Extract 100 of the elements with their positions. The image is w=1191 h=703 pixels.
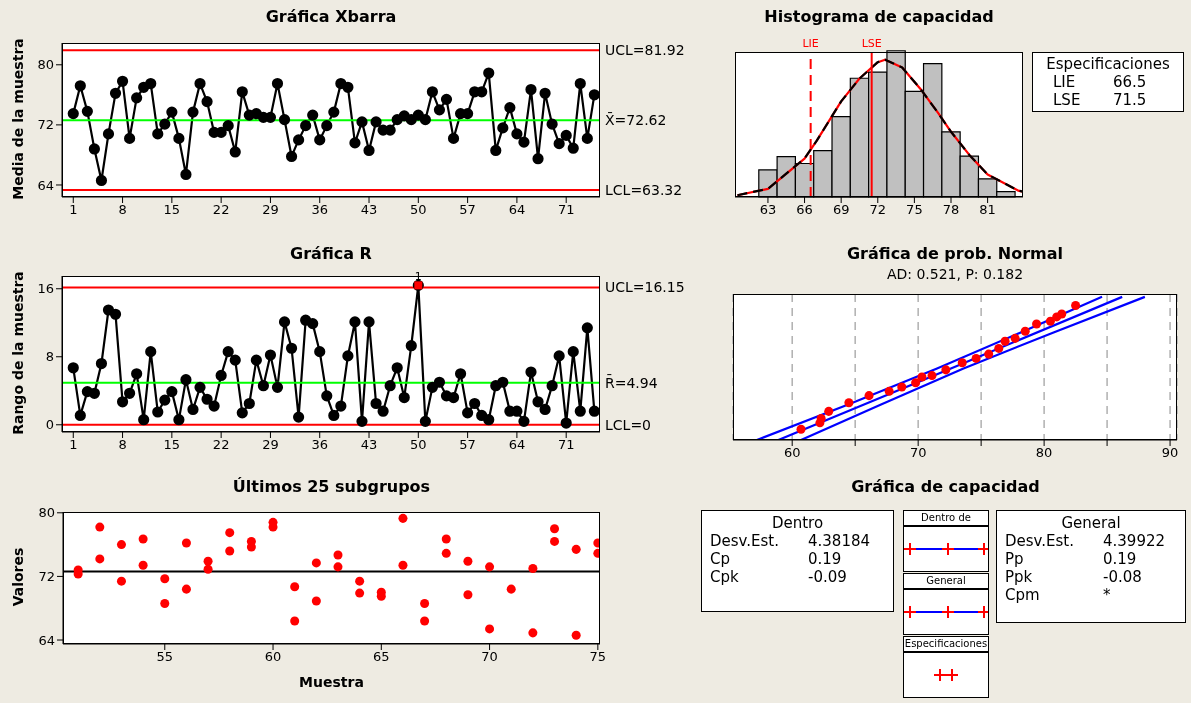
x-tick-label: 64 [508,437,526,453]
text: Especificaciones [1045,55,1171,73]
text: 4.38184 [808,532,871,550]
x-tick-label: 75 [906,202,923,218]
point [160,598,170,608]
point [95,522,105,532]
point [420,616,430,626]
point [550,536,560,546]
y-tick-label: 80 [37,57,54,73]
x-tick-label: 64 [508,202,526,218]
text: 0.19 [1103,550,1137,568]
y-axis-title: Media de la muestra [10,37,26,202]
text: * [1103,586,1111,604]
point [203,564,213,574]
point [911,378,921,388]
point [941,365,951,375]
x-tick-label: 66 [796,202,813,218]
point [884,386,894,396]
text: Desv.Est. [710,532,781,550]
y-axis-title: Valores [10,546,26,609]
chart-title: Gráfica de prob. Normal [845,244,1065,263]
ref-line-label: UCL=81.92 [605,42,685,59]
x-tick-label: 81 [979,202,996,218]
point [355,588,365,598]
x-tick-label: 71 [557,437,575,453]
y-tick-label: 64 [37,177,54,193]
chart-title: Últimos 25 subgrupos [231,477,432,496]
text: Cpk [710,568,740,586]
x-tick-label: 57 [459,437,476,453]
point [138,534,148,544]
point [1032,319,1042,329]
text: 66.5 [1113,73,1147,91]
text: LSE [1053,91,1082,109]
text: Dentro [770,514,825,532]
x-tick-label: 65 [373,649,390,665]
x-tick-label: 75 [589,649,607,665]
x-axis-title: Muestra [298,674,365,690]
point [463,590,473,600]
ref-line-label: R̄=4.94 [605,374,658,391]
point [333,562,343,572]
ref-line-label: X̄=72.62 [605,111,667,129]
text: Gráfica de capacidad [850,477,1041,496]
point [1010,333,1020,343]
point [485,624,495,634]
point [1071,300,1081,310]
x-tick-label: 8 [118,437,127,453]
text: LIE [1053,73,1077,91]
text: Pp [1005,550,1025,568]
x-tick-label: 50 [410,202,427,218]
point [116,540,126,550]
x-tick-label: 29 [262,437,279,453]
text: Dentro de [903,510,989,526]
ref-line-label: LSE [861,37,882,50]
y-tick-label: 72 [38,569,55,585]
point [528,563,538,573]
point [181,584,191,594]
point [927,371,937,381]
x-tick-label: 29 [262,202,279,218]
x-tick-label: 1 [69,437,78,453]
x-tick-label: 15 [163,437,181,453]
x-tick-label: 1 [69,202,78,218]
point [290,582,300,592]
x-tick-label: 63 [759,202,777,218]
x-tick-label: 55 [156,649,174,665]
x-tick-label: 70 [481,649,498,665]
text: Cpm [1005,586,1041,604]
chart-title: Gráfica R [289,244,373,263]
point [225,546,235,556]
ref-line-label: LCL=0 [605,416,652,433]
y-axis-title: Rango de la muestra [10,270,26,437]
point [160,574,170,584]
x-tick-label: 71 [557,202,575,218]
point [571,544,581,554]
text: Especificaciones [903,636,989,652]
point [420,598,430,608]
x-tick-label: 50 [410,437,427,453]
x-tick-label: 90 [1161,445,1179,461]
x-tick-label: 78 [942,202,960,218]
chart-title: Histograma de capacidad [763,7,995,26]
text: General [903,573,989,589]
chart-title: Gráfica Xbarra [264,7,398,26]
point [957,358,967,368]
x-tick-label: 43 [360,437,378,453]
x-tick-label: 15 [163,202,181,218]
point [971,353,981,363]
point [485,562,495,572]
point [441,548,451,558]
point [355,576,365,586]
point [1057,309,1067,319]
x-tick-label: 36 [311,437,329,453]
x-tick-label: 70 [909,445,927,461]
x-tick-label: 43 [360,202,378,218]
point [138,560,148,570]
point [571,630,581,640]
point [203,556,213,566]
x-tick-label: 57 [459,202,476,218]
x-tick-label: 8 [118,202,127,218]
point [824,406,834,416]
text: 0.19 [808,550,842,568]
x-tick-label: 22 [212,437,230,453]
